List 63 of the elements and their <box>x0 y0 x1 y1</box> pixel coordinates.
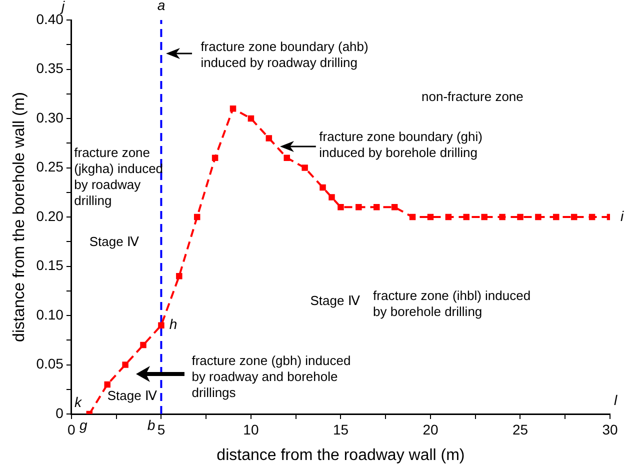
x-tick-label: 25 <box>512 421 528 438</box>
text: j <box>61 0 65 14</box>
annotation: fracture zone (ihbl) induced by borehole drilling <box>373 288 531 320</box>
point <box>517 214 524 220</box>
point <box>328 194 335 200</box>
annotation: b <box>147 416 156 433</box>
y-tick-label: 0 <box>56 404 64 421</box>
point <box>104 381 110 388</box>
point <box>158 322 164 328</box>
annotation: Stage Ⅳ <box>89 234 139 250</box>
point <box>535 214 542 220</box>
x-tick-label: 20 <box>422 421 438 438</box>
annotation: Stage Ⅳ <box>310 292 360 309</box>
point <box>499 214 506 220</box>
point <box>588 214 596 220</box>
point <box>463 214 470 220</box>
annotation: a <box>157 0 166 13</box>
y-tick-label: 0.30 <box>36 109 64 126</box>
point <box>248 115 254 122</box>
annotation: h <box>169 316 178 332</box>
point <box>194 214 200 220</box>
point <box>212 154 218 162</box>
annotation: fracture zone boundary (ghi) induced by borehole drilling <box>319 129 482 162</box>
point <box>302 164 308 171</box>
annotation: k <box>74 394 82 410</box>
annotation: g <box>80 416 88 433</box>
point <box>320 184 326 191</box>
annotation: fracture zone (jkgha) induced by roadway drilling <box>74 145 164 210</box>
y-tick-label: 0.05 <box>36 356 64 372</box>
x-tick-label: 10 <box>243 421 259 438</box>
point <box>176 272 182 280</box>
point <box>266 135 272 142</box>
x-tick-label: 5 <box>157 421 166 438</box>
y-tick-label: 0.35 <box>36 60 64 76</box>
y-tick-label: 0.15 <box>36 257 64 274</box>
point <box>445 214 452 220</box>
point <box>481 214 488 220</box>
annotation: Stage Ⅳ <box>107 388 157 404</box>
point <box>338 204 344 210</box>
x-axis-title: distance from the roadway wall (m) <box>216 446 465 464</box>
annotation: non-fracture zone <box>422 88 524 105</box>
point <box>570 214 578 220</box>
point <box>230 106 236 112</box>
text: l <box>614 392 618 408</box>
point <box>374 204 380 210</box>
annotation: fracture zone boundary (ahb) induced by roadway drilling <box>200 38 368 71</box>
point <box>140 342 146 348</box>
x-tick-label: 15 <box>332 421 349 438</box>
point <box>356 204 362 210</box>
point <box>391 204 398 210</box>
y-axis-title: distance from the borehole wall (m) <box>11 92 28 342</box>
point <box>409 214 416 220</box>
point <box>122 362 128 368</box>
x-tick-label: 0 <box>68 421 76 438</box>
annotation: i <box>620 208 624 224</box>
point <box>284 154 290 162</box>
y-tick-label: 0.20 <box>36 208 64 224</box>
annotation: fracture zone (gbh) induced by roadway and borehole drillings <box>192 352 351 401</box>
x-tick-label: 30 <box>602 421 618 438</box>
point <box>427 214 434 220</box>
y-tick-label: 0.10 <box>36 306 64 322</box>
y-tick-label: 0.25 <box>36 158 64 175</box>
point <box>553 214 560 220</box>
